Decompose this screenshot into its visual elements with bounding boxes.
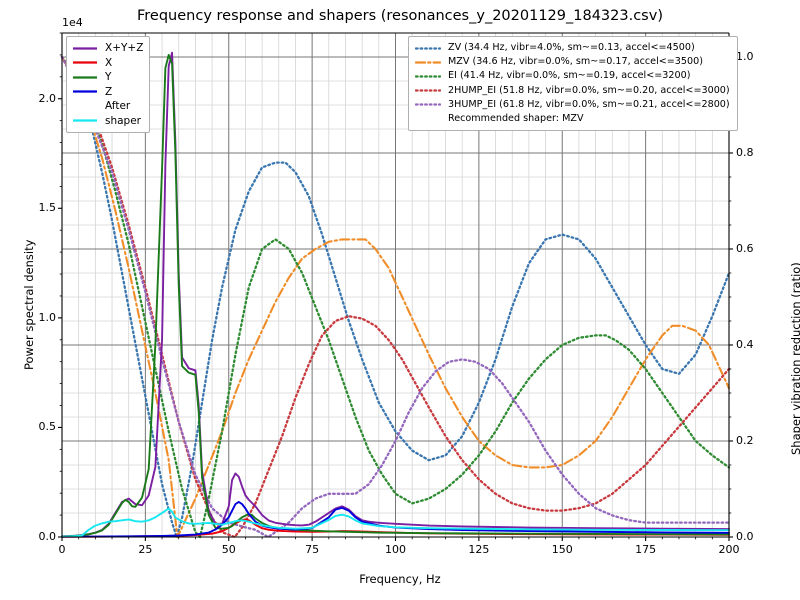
legend-swatch	[415, 85, 441, 96]
legend-item-x-y-z: X+Y+Z	[72, 41, 143, 56]
legend-label: MZV (34.6 Hz, vibr=0.0%, sm~=0.17, accel…	[448, 56, 703, 68]
series-line-after-shaper	[61, 507, 730, 538]
series-line-3hump-ei	[60, 55, 731, 539]
legend-swatch	[415, 57, 441, 68]
legend-label: Z	[105, 85, 113, 98]
x-tick-label: 50	[221, 543, 236, 556]
legend-item-zv: ZV (34.4 Hz, vibr=4.0%, sm~=0.13, accel<…	[415, 41, 730, 55]
y-tick-label-left: 0.5	[38, 420, 57, 434]
y-tick-label-left: 0.0	[38, 530, 57, 543]
x-tick-label: 150	[551, 543, 573, 556]
legend-item-y: Y	[72, 70, 143, 85]
legend-item-after-shaper: After shaper	[72, 99, 143, 128]
legend-line-sample	[73, 90, 97, 93]
legend-line-sample	[73, 76, 97, 79]
legend-line-sample	[415, 103, 441, 106]
legend-line-sample	[73, 61, 97, 64]
legend-label: 3HUMP_EI (61.8 Hz, vibr=0.0%, sm~=0.21, …	[448, 98, 730, 110]
series-line-x-y-z	[61, 51, 730, 538]
legend-swatch	[415, 71, 441, 82]
legend-item-x: X	[72, 56, 143, 71]
x-tick-label: 125	[468, 543, 490, 556]
chart-title: Frequency response and shapers (resonanc…	[137, 8, 663, 24]
legend-item-z: Z	[72, 85, 143, 100]
x-tick-label: 100	[385, 543, 406, 556]
x-tick-label: 175	[635, 543, 657, 556]
legend-swatch-spacer	[72, 99, 98, 114]
axis-ticks	[58, 32, 733, 541]
legend-item-3hump-ei: 3HUMP_EI (61.8 Hz, vibr=0.0%, sm~=0.21, …	[415, 98, 730, 112]
x-axis-label: Frequency, Hz	[359, 572, 441, 586]
y-tick-label-left: 2.0	[38, 91, 57, 105]
series-line-zv	[60, 55, 731, 539]
y-tick-label-right: 0.8	[736, 146, 754, 159]
legend-item-2hump-ei: 2HUMP_EI (51.8 Hz, vibr=0.0%, sm~=0.20, …	[415, 84, 730, 98]
legend-swatch	[72, 72, 98, 83]
legend-label: X	[105, 56, 113, 69]
y-tick-label-right: 0.2	[736, 434, 754, 447]
series-line-mzv	[60, 55, 731, 539]
legend-label-wrapper: After shaper	[105, 99, 141, 128]
y-tick-label-left: 1.0	[38, 310, 57, 324]
legend-label: Y	[105, 71, 112, 83]
legend-psd: X+Y+Z X Y Z After shaper	[66, 36, 151, 133]
legend-swatch	[72, 99, 98, 128]
legend-label: After	[105, 100, 131, 112]
x-tick-label: 75	[305, 543, 320, 556]
series-line-ei	[60, 55, 731, 539]
y-tick-label-right: 1.0	[736, 50, 754, 63]
y-tick-label-right: 0.0	[736, 530, 754, 543]
legend-line-sample	[415, 75, 441, 78]
y-axis-left-label: Power spectral density	[22, 239, 36, 370]
y-tick-label-right: 0.6	[736, 242, 754, 255]
series-line-y	[61, 53, 730, 538]
legend-item-ei: EI (41.4 Hz, vibr=0.0%, sm~=0.19, accel<…	[415, 69, 730, 83]
legend-line-sample	[415, 61, 441, 64]
legend-swatch	[72, 86, 98, 97]
y-tick-label-right: 0.4	[736, 338, 754, 351]
legend-item-mzv: MZV (34.6 Hz, vibr=0.0%, sm~=0.17, accel…	[415, 55, 730, 69]
legend-shapers: ZV (34.4 Hz, vibr=4.0%, sm~=0.13, accel<…	[408, 36, 738, 132]
legend-label: 2HUMP_EI (51.8 Hz, vibr=0.0%, sm~=0.20, …	[448, 84, 730, 96]
y-axis-right-label: Shaper vibration reduction (ratio)	[789, 262, 800, 455]
x-tick-label: 0	[58, 543, 66, 556]
legend-line-sample	[415, 46, 441, 50]
data-series-group	[60, 51, 731, 539]
legend-line-sample	[415, 89, 441, 92]
x-tick-label: 25	[138, 543, 153, 556]
legend-swatch	[72, 43, 98, 54]
legend-line-sample	[73, 119, 97, 122]
recommended-shaper-note: Recommended shaper: MZV	[448, 112, 584, 124]
x-tick-label: 200	[718, 543, 740, 556]
legend-label: EI (41.4 Hz, vibr=0.0%, sm~=0.19, accel<…	[448, 70, 691, 82]
y-axis-scale-exponent: 1e4	[62, 16, 83, 29]
legend-line-sample	[73, 47, 97, 50]
legend-swatch	[72, 57, 98, 68]
y-tick-label-left: 1.5	[38, 201, 57, 215]
legend-swatch	[415, 43, 441, 54]
legend-swatch	[415, 99, 441, 110]
legend-swatch-holder	[72, 114, 98, 129]
legend-label: X+Y+Z	[105, 42, 144, 54]
legend-label: shaper	[105, 114, 142, 127]
legend-label: ZV (34.4 Hz, vibr=4.0%, sm~=0.13, accel<…	[448, 42, 695, 53]
